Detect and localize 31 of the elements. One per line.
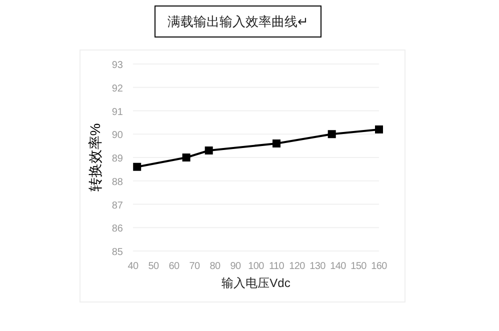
y-tick-label: 86 [112,224,124,235]
y-tick-label: 85 [112,247,124,258]
x-tick-label: 160 [371,261,388,272]
x-tick-label: 70 [189,261,200,272]
point [182,154,190,162]
point [375,125,383,134]
x-tick-label: 100 [248,261,265,272]
x-tick-label: 130 [310,261,326,272]
point [272,139,280,148]
x-tick-label: 60 [168,261,180,272]
x-tick-label: 140 [330,261,347,272]
y-tick-label: 88 [112,176,124,188]
point [204,146,213,154]
y-tick-label: 89 [112,154,124,164]
x-tick-label: 150 [350,261,368,272]
y-tick-label: 87 [112,200,124,212]
chart-title: 满载输出输入效率曲线↵ [168,14,308,29]
point [133,162,142,171]
y-axis-title: 转换效率% [87,123,103,192]
x-tick-label: 90 [230,261,242,272]
y-tick-label: 93 [112,60,124,71]
x-tick-label: 110 [268,261,285,272]
x-tick-label: 120 [289,261,306,272]
x-tick-label: 80 [210,261,221,272]
y-tick-label: 92 [112,83,124,94]
y-tick-label: 91 [112,106,124,118]
x-tick-label: 40 [128,261,139,272]
point [328,130,336,138]
x-tick-label: 50 [148,261,160,272]
y-tick-label: 90 [112,130,124,142]
x-axis-title: 输入电压Vdc [222,276,290,290]
